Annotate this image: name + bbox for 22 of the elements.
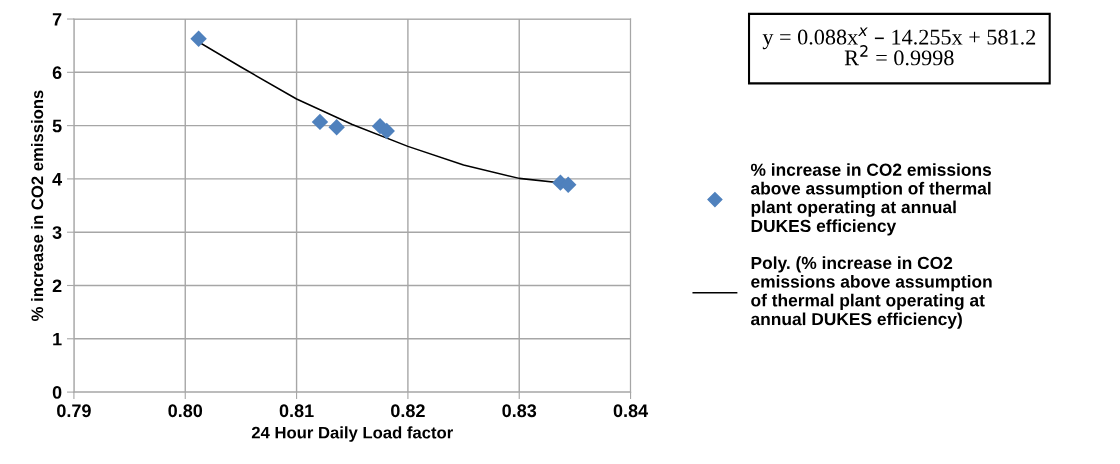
y-tick-label: 1 — [53, 332, 62, 346]
y-tick-label: 0 — [52, 386, 62, 399]
y-tick-label: 3 — [52, 226, 62, 239]
y-tick-label: 7 — [52, 13, 62, 26]
legend-label: % increase in CO2 emissions above assumption of thermal plant operating at annual DUKES efficiency — [750, 163, 992, 236]
y-tick-label: 6 — [52, 66, 62, 80]
text: y = 0.088x$^{x}$ – 14.255x + 581.2 R$^{2}$ = 0.9998 — [762, 27, 1036, 66]
x-tick-label: 0.81 — [279, 404, 314, 418]
y-tick-label: 5 — [52, 119, 62, 133]
x-tick-label: 0.80 — [168, 404, 203, 418]
point — [311, 113, 329, 131]
point — [328, 118, 345, 136]
x-tick-label: 0.82 — [391, 404, 425, 418]
x-axis-title: 24 Hour Daily Load factor — [251, 426, 453, 442]
x-tick-label: 0.79 — [57, 404, 91, 418]
y-tick-label: 4 — [52, 173, 63, 186]
x-tick-label: 0.84 — [613, 404, 649, 418]
point — [190, 30, 207, 47]
legend-label: Poly. (% increase in CO2 emissions above assumption of thermal plant operating at annual DUKES efficiency) — [751, 256, 992, 329]
y-tick-label: 2 — [52, 279, 62, 293]
x-tick-label: 0.83 — [502, 404, 537, 418]
y-axis-title: % increase in CO2 emissions — [30, 90, 44, 321]
